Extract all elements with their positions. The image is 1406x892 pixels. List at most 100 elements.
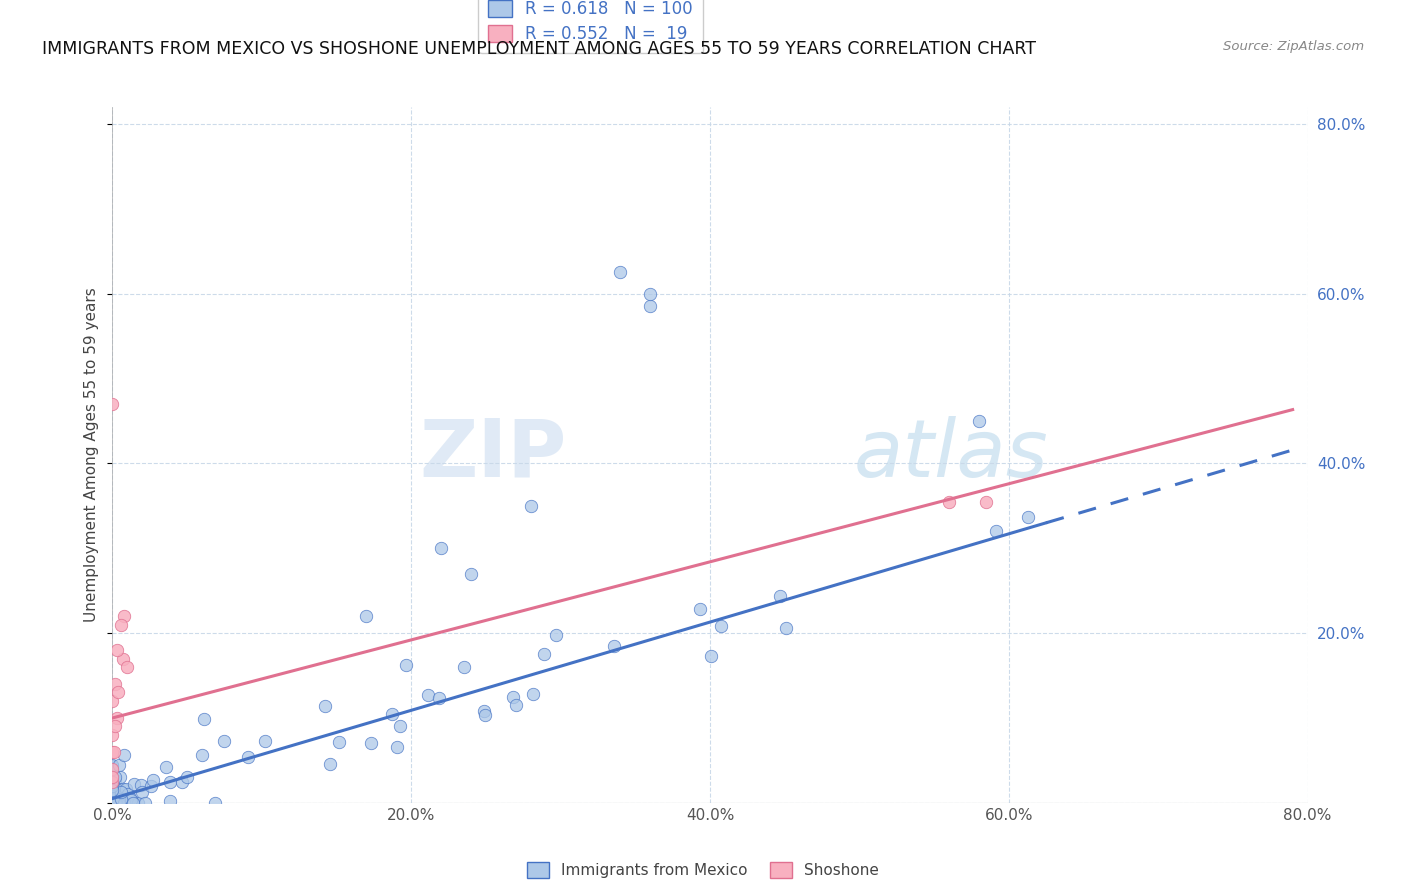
Point xyxy=(101,784,124,798)
Point xyxy=(108,758,131,772)
Point xyxy=(101,759,124,773)
Point xyxy=(984,524,1007,539)
Point xyxy=(430,541,453,556)
Point xyxy=(522,687,544,701)
Point xyxy=(938,494,960,508)
Point xyxy=(474,704,496,718)
Point xyxy=(101,792,124,806)
Point xyxy=(101,779,124,793)
Point xyxy=(204,796,226,810)
Point xyxy=(609,265,631,279)
Point xyxy=(505,698,527,713)
Point xyxy=(108,770,131,784)
Point xyxy=(775,621,797,635)
Point xyxy=(700,648,723,663)
Point xyxy=(101,758,124,772)
Point xyxy=(319,757,342,772)
Point xyxy=(101,784,124,798)
Point xyxy=(122,796,145,810)
Point xyxy=(976,494,998,508)
Point xyxy=(139,779,162,793)
Point xyxy=(314,698,336,713)
Point xyxy=(104,677,127,691)
Point xyxy=(103,780,125,795)
Point xyxy=(101,770,124,784)
Point xyxy=(107,796,129,810)
Point xyxy=(176,770,198,784)
Point xyxy=(212,734,235,748)
Point xyxy=(101,762,124,776)
Point xyxy=(105,711,128,725)
Text: ZIP: ZIP xyxy=(419,416,567,494)
Point xyxy=(967,414,990,428)
Point xyxy=(101,770,124,784)
Point xyxy=(101,796,124,810)
Point xyxy=(520,499,543,513)
Point xyxy=(101,774,124,789)
Point xyxy=(101,745,124,759)
Point xyxy=(110,617,132,632)
Point xyxy=(117,787,139,801)
Point xyxy=(170,775,193,789)
Point xyxy=(356,609,378,624)
Point xyxy=(381,706,404,721)
Text: atlas: atlas xyxy=(853,416,1049,494)
Point xyxy=(103,796,125,810)
Point xyxy=(110,785,132,799)
Point xyxy=(103,796,125,810)
Point xyxy=(134,796,156,810)
Point xyxy=(114,609,135,624)
Point xyxy=(122,796,145,810)
Point xyxy=(142,773,165,788)
Point xyxy=(101,796,124,810)
Point xyxy=(105,796,128,810)
Point xyxy=(427,691,450,706)
Point xyxy=(502,690,524,704)
Point xyxy=(103,789,125,803)
Point xyxy=(328,735,350,749)
Point xyxy=(103,796,125,810)
Point xyxy=(640,286,662,301)
Point xyxy=(104,770,127,784)
Point xyxy=(122,777,145,791)
Text: IMMIGRANTS FROM MEXICO VS SHOSHONE UNEMPLOYMENT AMONG AGES 55 TO 59 YEARS CORREL: IMMIGRANTS FROM MEXICO VS SHOSHONE UNEMP… xyxy=(42,40,1036,58)
Point xyxy=(474,707,496,722)
Point xyxy=(104,796,127,810)
Point xyxy=(387,740,409,755)
Point xyxy=(159,775,181,789)
Point xyxy=(104,773,127,788)
Point xyxy=(121,793,143,807)
Point xyxy=(111,651,134,665)
Point xyxy=(112,796,135,810)
Point xyxy=(101,783,124,797)
Text: Source: ZipAtlas.com: Source: ZipAtlas.com xyxy=(1223,40,1364,54)
Point xyxy=(117,660,139,674)
Point xyxy=(112,782,135,797)
Point xyxy=(155,760,177,774)
Point xyxy=(107,782,129,797)
Point xyxy=(418,688,440,702)
Point xyxy=(103,745,125,759)
Point xyxy=(640,300,662,314)
Point xyxy=(190,748,212,763)
Point xyxy=(129,778,152,792)
Point xyxy=(1017,510,1039,524)
Legend: R = 0.618   N = 100, R = 0.552   N =  19: R = 0.618 N = 100, R = 0.552 N = 19 xyxy=(478,0,703,54)
Point xyxy=(533,647,555,661)
Point xyxy=(603,639,626,653)
Point xyxy=(105,789,128,803)
Point xyxy=(389,718,412,732)
Point xyxy=(236,750,259,764)
Point xyxy=(101,793,124,807)
Point xyxy=(710,618,733,632)
Point xyxy=(769,589,792,603)
Point xyxy=(120,791,142,805)
Point xyxy=(105,796,128,810)
Point xyxy=(193,712,215,726)
Point xyxy=(546,627,568,641)
Point xyxy=(104,719,127,733)
Point xyxy=(395,658,418,673)
Point xyxy=(127,796,149,810)
Point xyxy=(101,796,124,810)
Point xyxy=(101,728,124,742)
